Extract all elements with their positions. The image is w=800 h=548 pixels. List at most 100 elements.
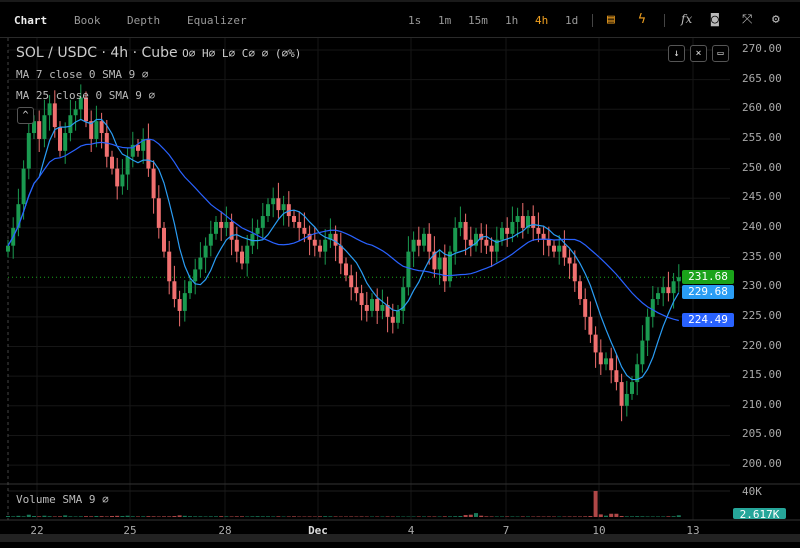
candle-body <box>354 287 359 294</box>
scroll-to-latest-button[interactable]: ↓ <box>668 45 685 62</box>
chart-legend-title: SOL / USDC · 4h · Cube O∅ H∅ L∅ C∅ ∅ (∅%… <box>16 45 301 61</box>
volume-bar <box>437 516 442 517</box>
collapse-scale-button[interactable]: ⨯ <box>690 45 707 62</box>
volume-bar <box>609 513 614 517</box>
volume-bar <box>110 516 114 517</box>
candle-body <box>593 334 598 353</box>
indicators-fx-icon[interactable]: fx <box>681 12 693 26</box>
volume-max-tick: 40K <box>742 485 762 498</box>
orders-icon[interactable]: ▤ <box>607 12 615 27</box>
volume-bar <box>203 516 208 517</box>
candle-body <box>526 216 530 228</box>
candle-body <box>635 364 640 383</box>
volume-bar <box>250 516 255 517</box>
volume-bar <box>151 516 156 517</box>
volume-bar <box>94 516 99 517</box>
volume-bar <box>58 516 62 517</box>
volume-bar <box>453 516 458 517</box>
volume-bar <box>99 516 104 517</box>
volume-bar <box>167 516 172 517</box>
candle-body <box>52 103 57 128</box>
volume-bar <box>536 516 541 517</box>
volume-bar <box>572 516 577 517</box>
candle-body <box>63 133 68 151</box>
timeframe-4h[interactable]: 4h <box>535 14 549 27</box>
x-tick-label: 25 <box>123 524 137 537</box>
price-chart[interactable] <box>0 38 800 548</box>
volume-bar <box>333 516 338 517</box>
candle-body <box>489 245 494 252</box>
volume-bar <box>396 516 400 517</box>
fullscreen-icon[interactable]: ⤧ <box>742 12 753 27</box>
candle-body <box>614 370 619 383</box>
timeframe-1s[interactable]: 1s <box>408 14 422 27</box>
volume-bar <box>676 515 681 517</box>
tab-equalizer[interactable]: Equalizer <box>187 14 247 27</box>
candle-body <box>68 115 73 134</box>
volume-bar <box>448 516 452 517</box>
timeframe-1m[interactable]: 1m <box>438 14 452 27</box>
candle-body <box>572 263 577 282</box>
candle-body <box>359 293 364 305</box>
candle-body <box>177 299 182 311</box>
candle-body <box>531 216 536 228</box>
candle-body <box>32 121 36 134</box>
candle-body <box>474 233 478 246</box>
timeframe-1d[interactable]: 1d <box>565 14 579 27</box>
candle-body <box>182 293 187 311</box>
volume-bar <box>146 516 151 517</box>
candle-body <box>89 121 94 139</box>
candle-body <box>125 156 130 175</box>
volume-bar <box>323 516 328 517</box>
volume-bar <box>182 515 187 517</box>
candle-body <box>494 239 499 252</box>
candle-body <box>302 227 307 234</box>
y-tick-label: 200.00 <box>742 457 782 471</box>
candle-body <box>162 227 166 252</box>
gear-icon[interactable]: ⚙ <box>772 12 780 27</box>
candle-body <box>328 233 333 240</box>
volume-last-label: 2.617K <box>733 508 786 519</box>
y-tick-label: 250.00 <box>742 160 782 174</box>
candle-body <box>292 216 296 222</box>
volume-bar <box>640 516 645 517</box>
volume-bar <box>73 516 78 517</box>
candle-body <box>578 281 582 300</box>
tab-chart[interactable]: Chart <box>14 14 48 27</box>
volume-bar <box>307 516 312 517</box>
candle-body <box>588 316 593 335</box>
collapse-legend-button[interactable]: ^ <box>17 107 34 124</box>
candle-body <box>411 239 416 252</box>
volume-bar <box>6 516 10 517</box>
candle-body <box>370 299 374 311</box>
volume-bar <box>479 515 484 517</box>
candle-body <box>650 299 655 317</box>
candle-body <box>167 251 172 282</box>
y-tick-label: 230.00 <box>742 279 782 293</box>
volume-bar <box>136 516 140 517</box>
x-tick-label: Dec <box>308 524 328 537</box>
candle-body <box>151 168 156 199</box>
y-tick-label: 235.00 <box>742 249 782 263</box>
timeframe-1h[interactable]: 1h <box>505 14 519 27</box>
candle-body <box>385 304 390 317</box>
camera-icon[interactable]: ◙ <box>711 12 719 27</box>
tab-depth[interactable]: Depth <box>127 14 161 27</box>
volume-bar <box>385 516 390 517</box>
tab-book[interactable]: Book <box>74 14 101 27</box>
candle-body <box>656 293 660 300</box>
candle-body <box>73 109 78 116</box>
volume-bar <box>422 516 426 517</box>
candle-body <box>276 198 281 211</box>
volume-bar <box>635 516 640 517</box>
candle-body <box>609 358 614 371</box>
reset-scale-button[interactable]: ▭ <box>712 45 729 62</box>
lightning-icon[interactable]: ϟ <box>638 12 646 27</box>
volume-bar <box>520 516 525 517</box>
divider <box>664 14 665 27</box>
volume-bar <box>645 516 650 517</box>
timeframe-15m[interactable]: 15m <box>468 14 488 27</box>
candle-body <box>520 216 525 228</box>
volume-bar <box>500 516 504 517</box>
volume-bar <box>328 516 333 517</box>
